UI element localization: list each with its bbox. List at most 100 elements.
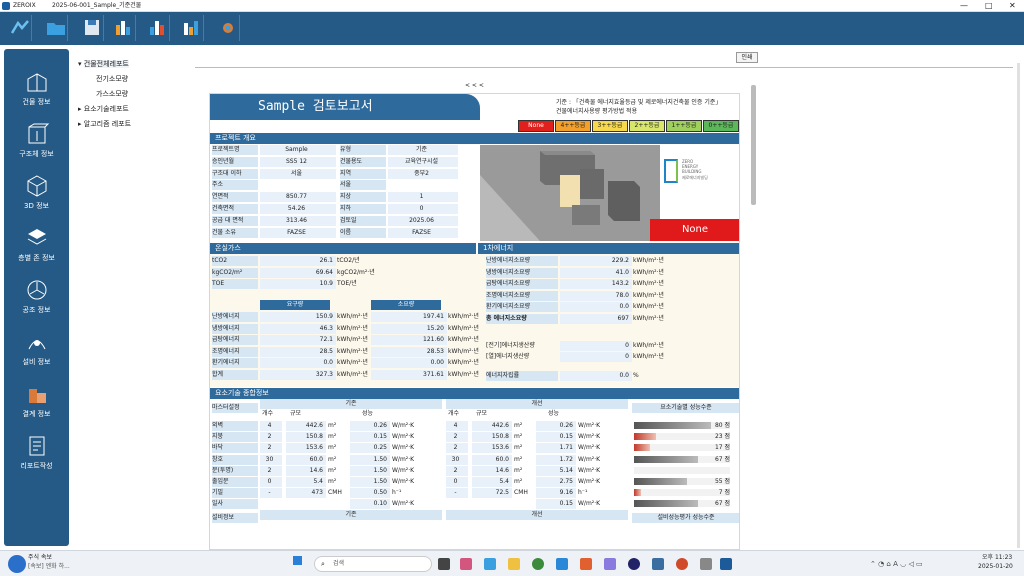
elem-perf: 0.26	[536, 421, 576, 431]
report-tree: ▾ 건물전체레포트 전기소모량 가스소모량 ▸ 요소기술레포트 ▸ 알고리즘 레…	[72, 45, 194, 550]
perf-score-label: 67 점	[714, 455, 730, 463]
ghg-value: 69.64	[260, 267, 336, 278]
elem-size-unit: m²	[514, 478, 523, 485]
project-label: 유형	[340, 145, 386, 155]
elem-col-header: 개수	[262, 410, 274, 417]
tree-root[interactable]: ▾ 건물전체레포트	[78, 60, 129, 68]
tree-item-algorithm-report[interactable]: ▸ 알고리즘 레포트	[78, 120, 132, 128]
app-icon-6[interactable]	[700, 558, 712, 570]
project-label: 공급 대 면적	[212, 215, 258, 226]
vertical-scrollbar[interactable]	[751, 85, 756, 205]
nav-hvac-info[interactable]: 공조 정보	[4, 273, 69, 323]
heat-production-unit: kWh/m²·년	[633, 353, 664, 360]
nav-floor-zone-info[interactable]: 층별 존 정보	[4, 221, 69, 271]
project-value: 313.46	[260, 215, 336, 226]
demand-unit: kWh/m²·년	[337, 370, 368, 378]
elem-col-header: 규모	[290, 410, 302, 417]
elem-col-header: 성능	[362, 410, 374, 417]
elem-count: 2	[446, 443, 468, 454]
bar-chart-icon	[150, 21, 164, 35]
project-label: 건축면적	[212, 204, 258, 214]
elem-old-header: 기존	[260, 399, 442, 409]
demand-label: 조명에너지	[212, 346, 258, 357]
home-button[interactable]	[8, 15, 32, 41]
app-icon-3[interactable]	[628, 558, 640, 570]
tree-item-gas[interactable]: 가스소모량	[96, 90, 129, 98]
clock-date[interactable]: 2025-01-20	[978, 563, 1013, 570]
hvac-icon	[27, 280, 46, 300]
standard-note-2: 건물에너지사용량 평가방법 적용	[556, 108, 638, 115]
minimize-button[interactable]: —	[960, 1, 968, 10]
nav-report[interactable]: 리포트작성	[4, 429, 69, 479]
elem-perf-unit: W/m²·K	[578, 422, 601, 429]
primary-label: 냉방에너지소요량	[486, 267, 558, 278]
edge-icon[interactable]	[556, 558, 568, 570]
elem-row-label: 창호	[212, 454, 258, 465]
chart-button-2[interactable]	[146, 15, 170, 41]
elem-size-unit: m²	[328, 466, 337, 474]
news-title[interactable]: 주식 속보	[28, 554, 52, 561]
elem-row-label: 일사	[212, 499, 258, 510]
chrome-icon[interactable]	[532, 558, 544, 570]
chart-button-1[interactable]	[112, 15, 136, 41]
perf-score-bar	[634, 422, 711, 429]
cube-button[interactable]	[216, 15, 240, 41]
maximize-button[interactable]: □	[985, 1, 993, 10]
nav-structure-info[interactable]: 구조체 정보	[4, 117, 69, 167]
primary-label: 총 에너지소요량	[486, 313, 558, 324]
ghg-value: 10.9	[260, 279, 336, 289]
page-navigator[interactable]: < < <	[465, 82, 484, 89]
heat-production-label: [열]에너지생산량	[486, 353, 530, 360]
report-page: Sample 검토보고서 기준 : 「건축물 에너지효율등급 및 제로에너지건축…	[209, 93, 740, 550]
equip-new-header: 개선	[446, 510, 628, 520]
elem-count: 2	[446, 432, 468, 443]
save-button[interactable]	[80, 15, 104, 41]
nav-3d-info[interactable]: 3D 정보	[4, 169, 69, 219]
project-label: 프로젝트명	[212, 145, 258, 155]
elem-perf-unit: W/m²·K	[392, 433, 415, 441]
chart-button-3[interactable]	[180, 15, 204, 41]
primary-unit: kWh/m²·년	[633, 268, 664, 276]
close-button[interactable]: ✕	[1009, 1, 1016, 10]
news-widget-icon[interactable]	[8, 555, 26, 573]
app-icon-5[interactable]	[676, 558, 688, 570]
equip-master-header: 설비정보	[212, 513, 258, 523]
elem-count: -	[446, 488, 468, 499]
elem-row-label: 출입문	[212, 477, 258, 487]
title-bar: ZEROIX 2025-06-001_Sample_기준건물 — □ ✕	[0, 0, 1024, 12]
app-icon-1[interactable]	[484, 558, 496, 570]
app-icon-4[interactable]	[652, 558, 664, 570]
supply-unit: kWh/m²·년	[448, 324, 479, 332]
ghg-unit: TOE/년	[337, 280, 357, 287]
building-icon	[27, 73, 46, 92]
demand-value: 327.3	[260, 369, 336, 380]
file-explorer-icon[interactable]	[508, 558, 520, 570]
tray-icons[interactable]: ⌃ ◔ ⌂ A ◡ ◁ ▭	[870, 560, 923, 568]
search-box[interactable]: ⌕ 검색	[314, 556, 432, 572]
report-icon	[29, 436, 44, 456]
outer-scrollbar[interactable]	[1017, 63, 1020, 548]
copilot-icon[interactable]	[460, 558, 472, 570]
open-button[interactable]	[44, 15, 68, 41]
clock-time[interactable]: 오후 11:23	[982, 554, 1013, 561]
start-icon[interactable]	[293, 556, 302, 565]
search-icon: ⌕	[321, 560, 325, 568]
perf-score-label: 55 점	[714, 478, 730, 485]
demand-unit: kWh/m²·년	[337, 347, 368, 355]
energy-block: tCO2 26.1 tCO2/년 kgCO2/m² 69.64 kgCO2/m²·년 TOE…	[210, 254, 739, 387]
zeroix-taskbar-icon[interactable]	[720, 558, 732, 570]
standard-note-1: 기준 : 「건축물 에너지효율등급 및 제로에너지건축물 인증 기준」	[556, 99, 722, 106]
project-label: 이름	[340, 227, 386, 238]
nav-boundary-info[interactable]: 결계 정보	[4, 377, 69, 427]
nav-building-info[interactable]: 건물 정보	[4, 65, 69, 115]
elem-size-unit: m²	[328, 433, 337, 441]
store-icon[interactable]	[580, 558, 592, 570]
taskview-icon[interactable]	[438, 558, 450, 570]
app-icon-2[interactable]	[604, 558, 616, 570]
print-button[interactable]: 인쇄	[736, 52, 758, 63]
elem-count: 0	[446, 477, 468, 487]
tree-item-electric[interactable]: 전기소모량	[96, 75, 129, 83]
tree-item-element-report[interactable]: ▸ 요소기술레포트	[78, 105, 129, 113]
nav-equipment-info[interactable]: 설비 정보	[4, 325, 69, 375]
supply-header: 소요량	[371, 300, 441, 310]
